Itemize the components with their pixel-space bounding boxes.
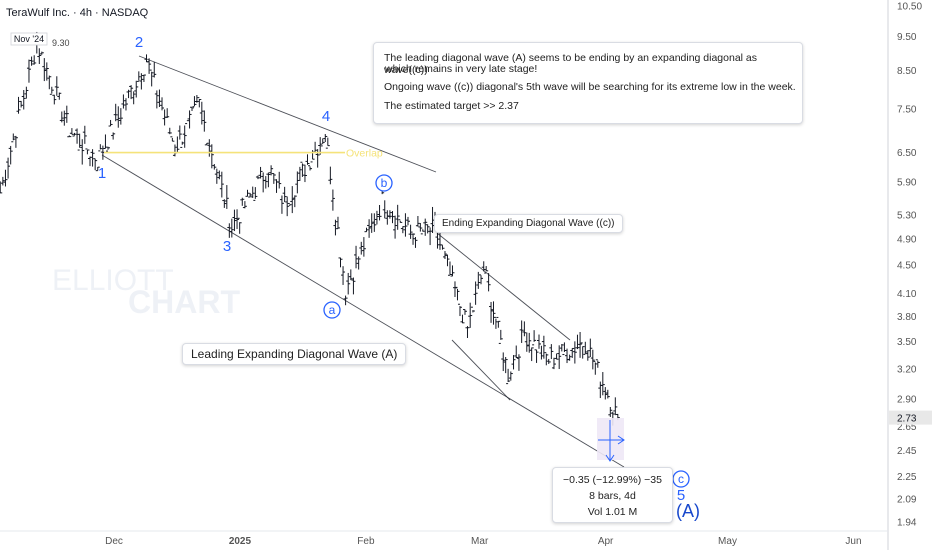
time-axis[interactable]: Dec 2025 Feb Mar Apr May Jun <box>0 530 888 547</box>
wave-A-label: (A) <box>676 501 700 521</box>
ending-diagonal-label[interactable]: Ending Expanding Diagonal Wave ((c)) <box>434 214 623 233</box>
note-line-2: which remains in very late stage! <box>385 63 538 75</box>
overlap-label: Overlap <box>346 148 383 160</box>
price-tick-label: 4.50 <box>897 260 917 271</box>
wave-4-label: 4 <box>322 108 330 125</box>
wave-c-label-circle <box>672 470 690 488</box>
price-tick-label: 3.20 <box>897 365 917 376</box>
wave-a-label-circle <box>323 301 341 319</box>
price-tick-label: 8.50 <box>897 66 917 77</box>
price-tick-label: 3.50 <box>897 337 917 348</box>
price-tick-label: 2.09 <box>897 495 917 506</box>
note-line-1: The leading diagonal wave (A) seems to b… <box>384 52 758 76</box>
measure-volume: Vol 1.01 M <box>587 506 638 518</box>
wave-b-label-circle <box>375 174 393 192</box>
price-tick-label: 5.30 <box>897 210 917 221</box>
price-tick-label: 9.50 <box>897 32 917 43</box>
note-line-3: Ongoing wave ((c)) diagonal's 5th wave w… <box>384 81 796 93</box>
inner-diagonal-upper-line <box>436 232 571 341</box>
wave-2-label: 2 <box>135 34 143 51</box>
measure-tooltip: −0.35 (−12.99%) −35 8 bars, 4d Vol 1.01 … <box>552 467 673 523</box>
price-tick-label: 2.90 <box>897 395 917 406</box>
inner-diagonal-lower-line <box>451 339 511 401</box>
lower-diagonal-trendline <box>101 154 625 468</box>
wave-labels: Nov '24 9.30 1 2 3 4 5(A) a b c <box>10 32 700 521</box>
price-tick-label: 2.65 <box>897 422 917 433</box>
time-tick-label: 2025 <box>229 536 252 547</box>
nov-tag: Nov '24 <box>14 34 44 44</box>
price-tick-label: 5.90 <box>897 178 917 189</box>
time-tick-label: Apr <box>598 536 614 547</box>
wave-3-label: 3 <box>223 238 231 255</box>
nov-tag-box <box>10 32 48 46</box>
upper-diagonal-trendline <box>138 55 437 173</box>
price-tick-label: 2.45 <box>897 446 917 457</box>
wave-c-label: c <box>678 472 684 486</box>
wave-5-label: 5 <box>677 487 685 504</box>
wave-a-label: a <box>329 303 336 317</box>
watermark: ELLIOTT CHART <box>52 264 240 320</box>
price-tick-label: 1.94 <box>897 518 917 529</box>
watermark-line1: ELLIOTT <box>52 264 174 297</box>
price-tick-label: 10.50 <box>897 2 922 13</box>
time-tick-label: Dec <box>105 536 123 547</box>
leading-diagonal-label[interactable]: Leading Expanding Diagonal Wave (A) <box>182 343 407 365</box>
price-tick-label: 4.10 <box>897 289 917 300</box>
price-tick-label: 2.25 <box>897 472 917 483</box>
price-tick-label: 6.50 <box>897 148 917 159</box>
price-axis[interactable]: 10.50 9.50 8.50 7.50 6.50 5.90 5.30 4.90 4.50 4.1… <box>887 0 932 550</box>
time-tick-label: May <box>718 536 737 547</box>
time-tick-label: Jun <box>845 536 861 547</box>
wave-b-label: b <box>381 176 388 190</box>
time-tick-label: Feb <box>357 536 375 547</box>
last-price-badge <box>889 410 932 425</box>
measure-bars: 8 bars, 4d <box>589 490 636 502</box>
measure-arrow-head-right <box>617 435 625 445</box>
symbol-header[interactable]: TeraWulf Inc. · 4h · NASDAQ <box>6 7 149 19</box>
measure-change: −0.35 (−12.99%) −35 <box>563 474 662 486</box>
watermark-line2: CHART <box>128 284 240 320</box>
measure-arrow-head <box>605 454 615 462</box>
note-line-4: The estimated target >> 2.37 <box>384 100 519 112</box>
last-price-label: 2.73 <box>897 414 917 425</box>
wave-1-label: 1 <box>98 165 106 182</box>
price-tick-label: 4.90 <box>897 234 917 245</box>
nov-high-value: 9.30 <box>52 38 70 48</box>
price-tick-label: 3.80 <box>897 312 917 323</box>
analysis-note[interactable]: The leading diagonal wave (A) seems to b… <box>373 42 803 124</box>
time-tick-label: Mar <box>471 536 489 547</box>
trendlines[interactable]: Overlap <box>101 55 625 468</box>
price-tick-label: 7.50 <box>897 104 917 115</box>
